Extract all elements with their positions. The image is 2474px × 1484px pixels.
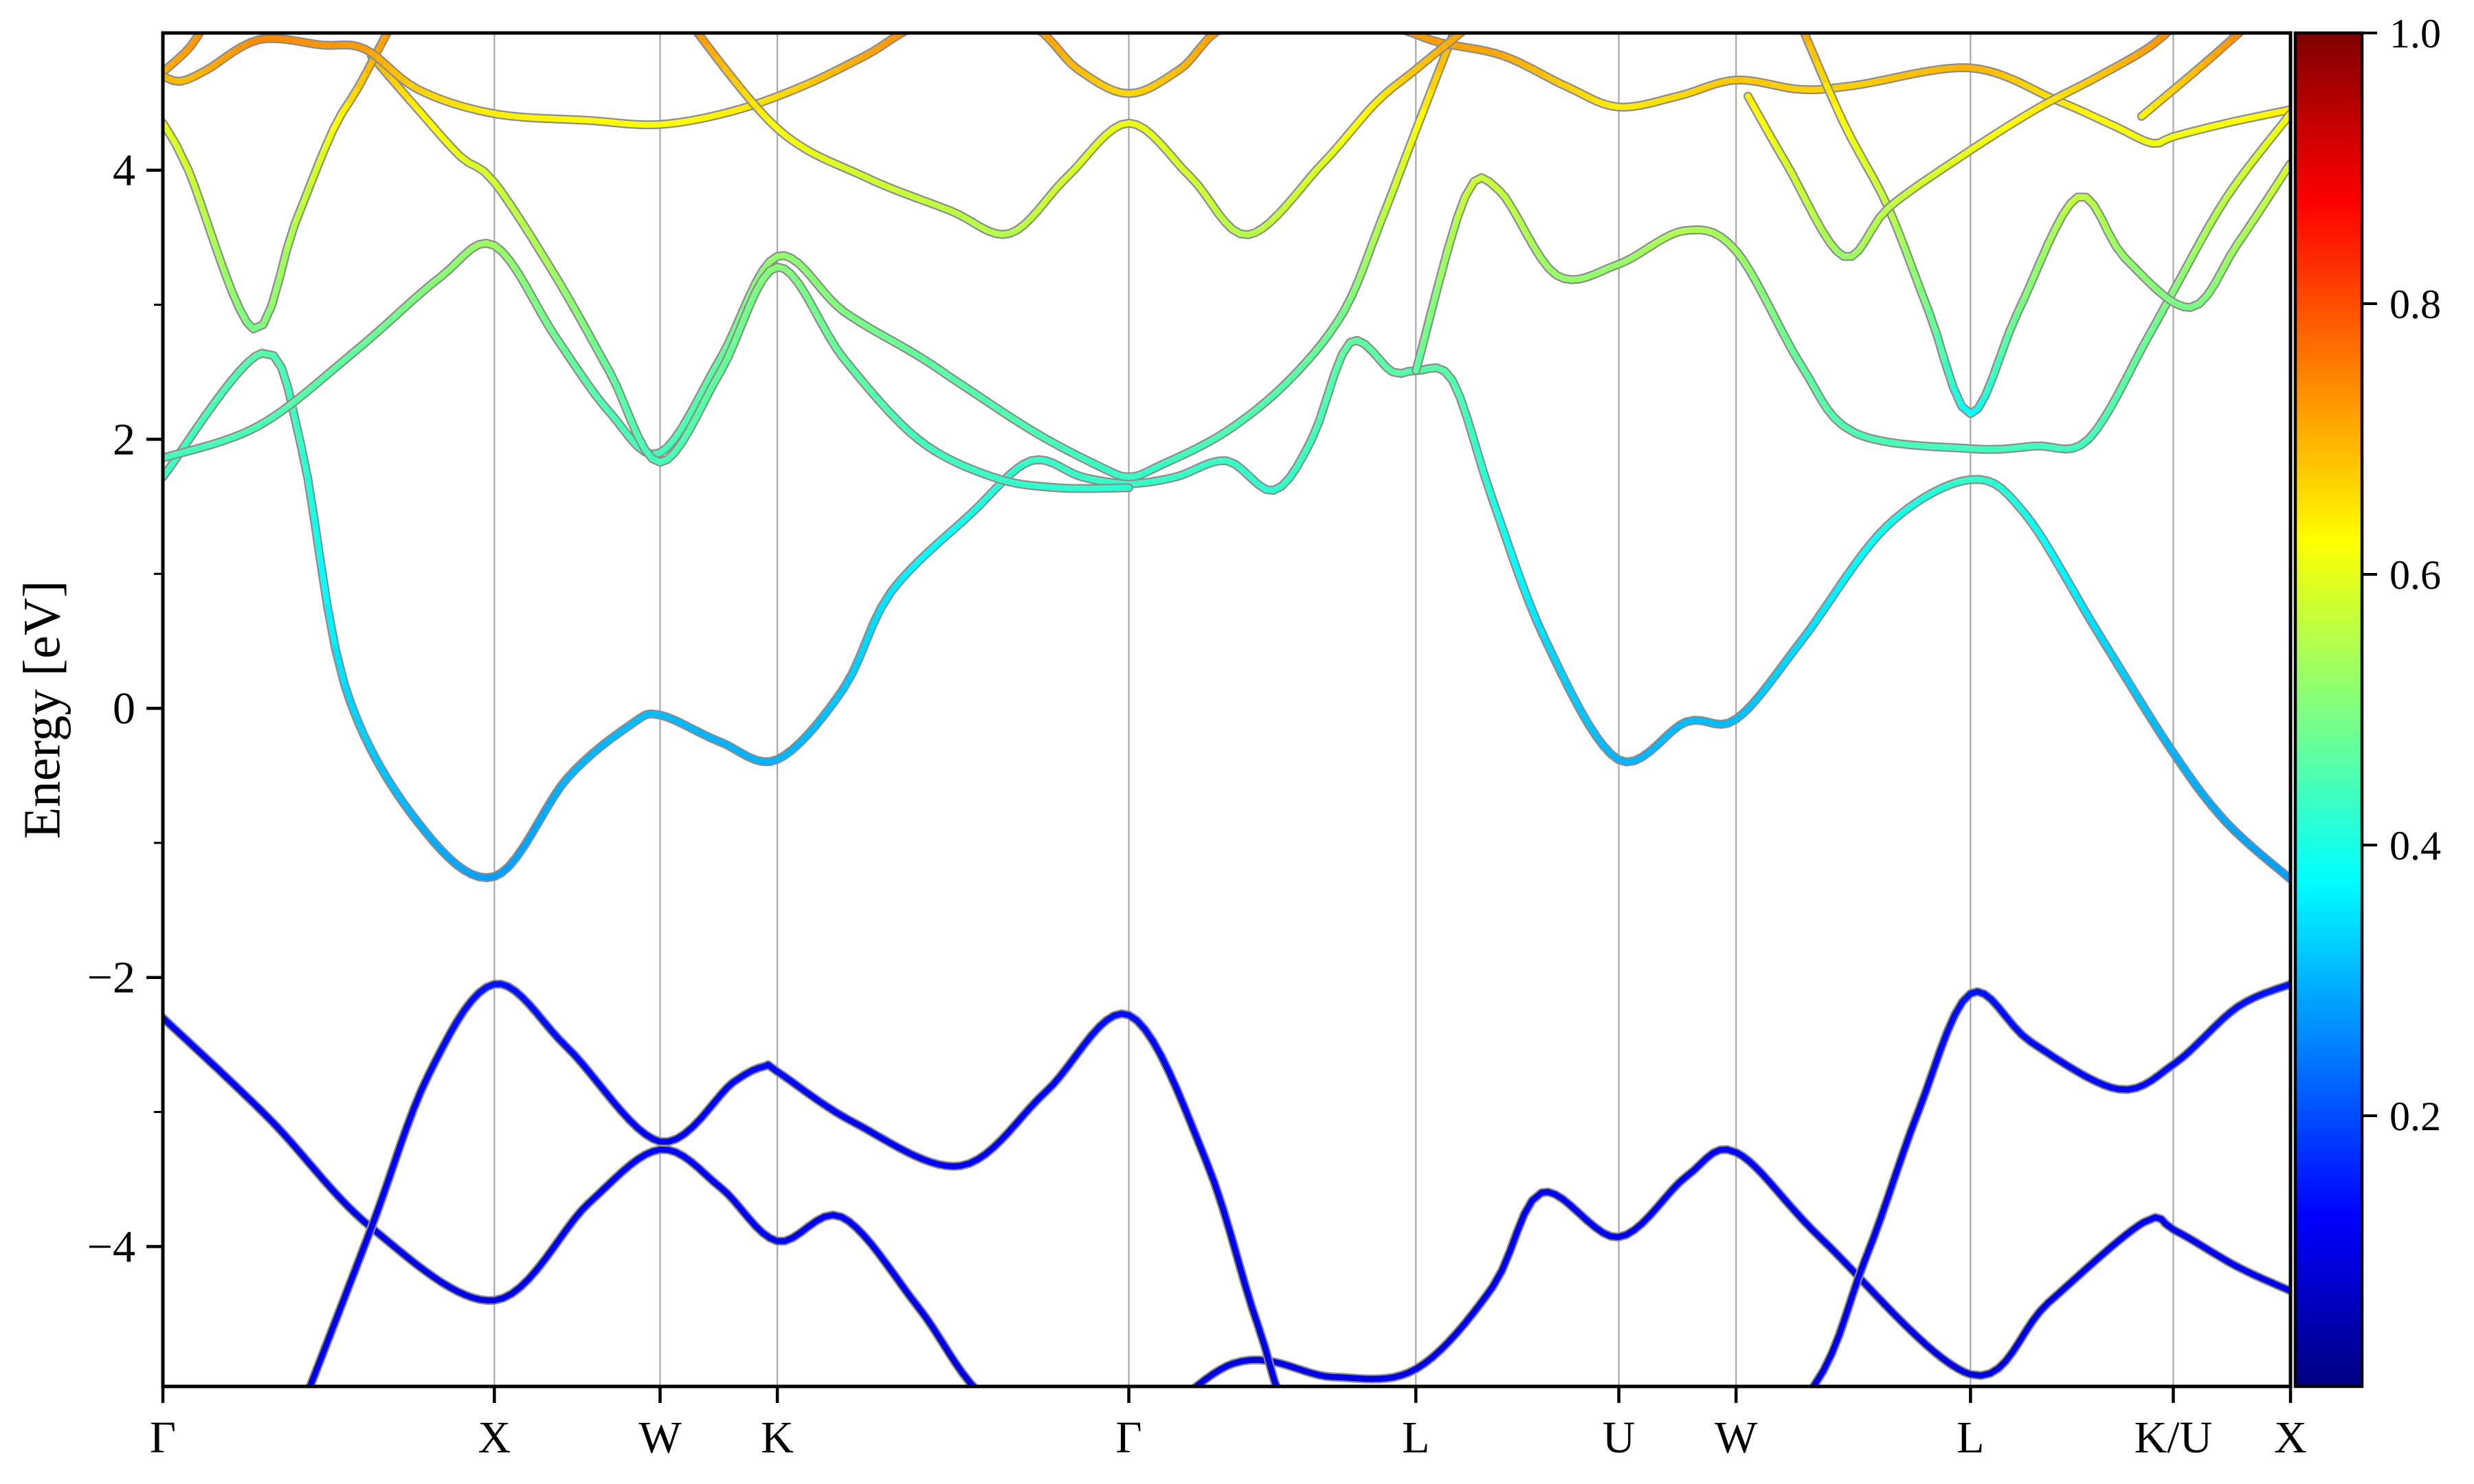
x-tick-label-K: K <box>761 1413 794 1463</box>
y-tick-label: 4 <box>113 146 135 196</box>
bands <box>163 33 2291 1386</box>
band-outline <box>163 33 2291 148</box>
y-tick-label: 0 <box>113 684 135 734</box>
band-band-r2 <box>1743 33 2174 261</box>
y-tick-label: −4 <box>87 1222 135 1272</box>
x-tick-label-Γ: Γ <box>1116 1413 1142 1463</box>
x-tick-label-L: L <box>1957 1413 1984 1463</box>
x-axis: Γ X W K Γ L U W L K/U X <box>150 1386 2307 1463</box>
x-tick-label-Γ: Γ <box>150 1413 176 1463</box>
band-valence-upper <box>305 979 2291 1386</box>
colorbar-tick-label: 0.4 <box>2389 823 2441 868</box>
x-tick-label-L: L <box>1402 1413 1429 1463</box>
colorbar: 0.2 0.4 0.6 0.8 1.0 <box>2293 11 2441 1389</box>
colorbar-tick-label: 0.2 <box>2389 1094 2441 1139</box>
band-valence-lower <box>163 1013 2291 1386</box>
plot-spines <box>161 31 2293 1389</box>
band-band-d <box>163 33 1459 482</box>
band-band-gamma1-up <box>163 33 205 77</box>
band-band-gamma1-fork <box>163 33 392 334</box>
x-tick-label-X: X <box>2274 1413 2307 1463</box>
axes-frame <box>161 31 2293 1389</box>
band-outline <box>163 335 2291 884</box>
x-tick-label-W: W <box>1715 1413 1758 1463</box>
y-axis: −4 −2 0 2 4 <box>87 146 163 1272</box>
band-band-f <box>1412 109 2291 454</box>
x-tick-label-X: X <box>478 1413 511 1463</box>
band-outline <box>1412 109 2291 454</box>
colorbar-gradient <box>2295 33 2362 1386</box>
x-tick-label-U: U <box>1603 1413 1636 1463</box>
band-band-r3 <box>2137 33 2246 121</box>
band-outline <box>305 979 2291 1386</box>
colorbar-tick-label: 0.8 <box>2389 282 2441 327</box>
colorbar-tick-label: 0.6 <box>2389 552 2441 598</box>
x-tick-label-W: W <box>638 1413 682 1463</box>
colorbar-frame <box>2293 31 2364 1389</box>
x-tick-label-K/U: K/U <box>2135 1413 2213 1463</box>
band-band-gamma2-fork <box>692 33 1468 240</box>
y-tick-label: −2 <box>87 953 135 1003</box>
colorbar-tick-label: 1.0 <box>2389 11 2441 56</box>
band-outline <box>692 33 1468 240</box>
y-tick-label: 2 <box>113 414 135 464</box>
band-band-nfe <box>163 335 2291 884</box>
band-band-e <box>366 51 1134 493</box>
band-band-top <box>163 33 2291 148</box>
gridlines <box>493 33 2174 1386</box>
